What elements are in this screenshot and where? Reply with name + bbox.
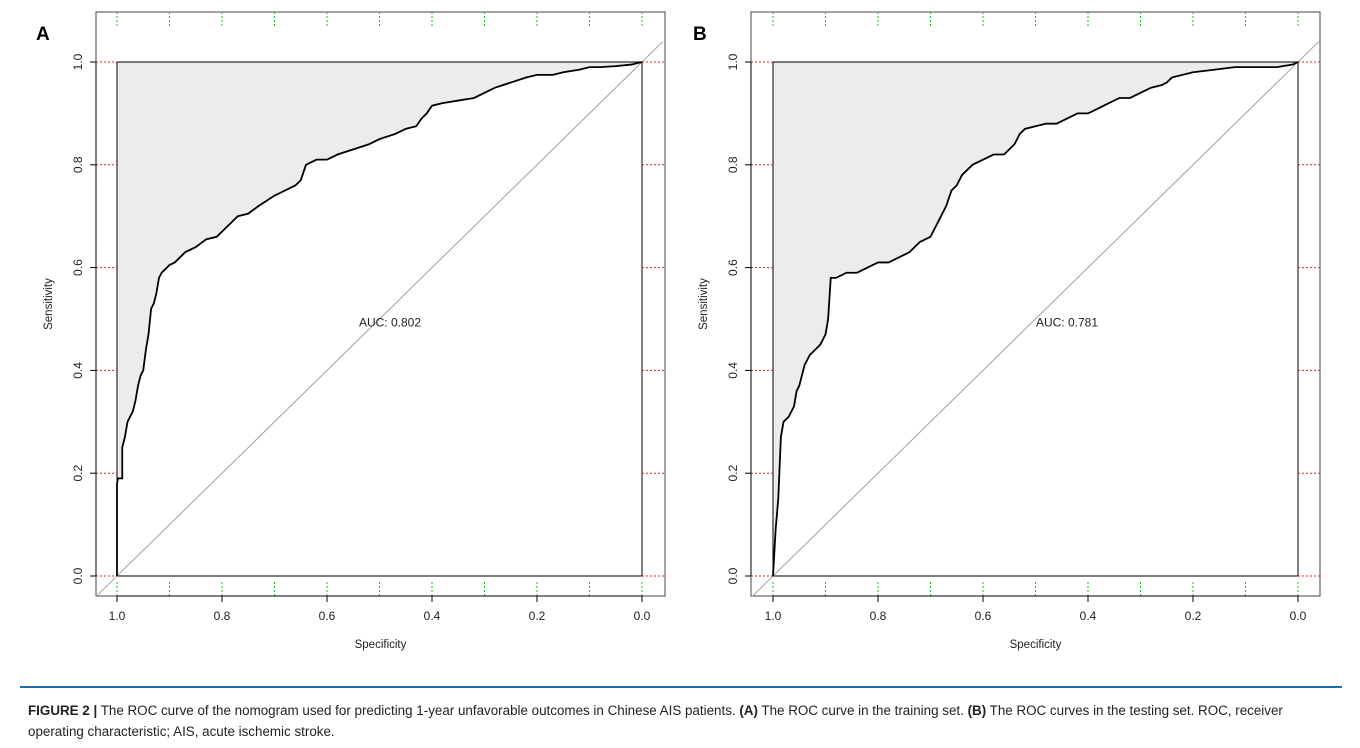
panel-a-x-axis-title: Specificity xyxy=(355,639,407,651)
panel-b-y-tick-label-5: 1.0 xyxy=(726,53,740,70)
panel-b-x-tick-label-4: 0.2 xyxy=(1185,609,1202,623)
caption-box: FIGURE 2 | The ROC curve of the nomogram… xyxy=(20,686,1342,748)
panel-a-y-tick-label-4: 0.8 xyxy=(71,156,85,173)
panel-a: A 1.0 0.8 0.6 0.4 0.2 0.0 0.0 0.2 0.4 0.6 0.8 1.0 Sp… xyxy=(36,11,666,651)
figure-caption: FIGURE 2 | The ROC curve of the nomogram… xyxy=(28,700,1328,742)
panel-a-x-tick-label-2: 0.6 xyxy=(319,609,336,623)
panel-b: B 1.0 0.8 0.6 0.4 0.2 0.0 0.0 0.2 0.4 0.6 0.8 1.0 Sp… xyxy=(693,11,1321,651)
panel-label-a: A xyxy=(36,24,50,45)
panel-b-y-tick-label-3: 0.6 xyxy=(726,259,740,276)
panel-b-x-tick-label-5: 0.0 xyxy=(1290,609,1307,623)
panel-b-chance-diagonal xyxy=(751,41,1320,597)
panel-b-auc-label: AUC: 0.781 xyxy=(1036,316,1098,330)
panel-b-y-tick-label-2: 0.4 xyxy=(726,362,740,379)
panel-a-plot-box xyxy=(116,61,643,577)
panel-a-x-tick-label-4: 0.2 xyxy=(529,609,546,623)
panel-b-plot-box xyxy=(772,61,1299,577)
caption-label: FIGURE 2 | xyxy=(28,703,98,718)
caption-ref-b: (B) xyxy=(967,703,987,718)
panel-b-y-tick-label-0: 0.0 xyxy=(726,567,740,584)
figure-svg: A 1.0 0.8 0.6 0.4 0.2 0.0 0.0 0.2 0.4 0.6 0.8 1.0 Sp… xyxy=(36,11,1321,651)
panel-a-x-tick-label-5: 0.0 xyxy=(634,609,651,623)
panel-b-y-axis-title: Sensitivity xyxy=(698,278,710,330)
panel-a-y-tick-label-1: 0.2 xyxy=(71,465,85,482)
panel-b-x-axis-title: Specificity xyxy=(1010,639,1062,651)
panel-b-x-tick-label-1: 0.8 xyxy=(870,609,887,623)
panel-a-auc-label: AUC: 0.802 xyxy=(359,316,421,330)
panel-a-chance-diagonal xyxy=(95,41,664,597)
panel-b-auc-shade xyxy=(773,62,1298,576)
panel-b-x-tick-label-3: 0.4 xyxy=(1080,609,1097,623)
panel-a-x-tick-label-3: 0.4 xyxy=(424,609,441,623)
panel-b-x-tick-label-2: 0.6 xyxy=(975,609,992,623)
panel-b-y-tick-label-4: 0.8 xyxy=(726,156,740,173)
panel-a-roc-curve xyxy=(116,61,643,576)
panel-a-auc-shade xyxy=(117,62,642,576)
panel-a-y-tick-label-5: 1.0 xyxy=(71,53,85,70)
panel-a-y-tick-label-3: 0.6 xyxy=(71,259,85,276)
panel-a-x-tick-label-0: 1.0 xyxy=(109,609,126,623)
panel-b-roc-curve xyxy=(772,61,1299,577)
panel-a-x-tick-label-1: 0.8 xyxy=(214,609,231,623)
caption-text-3: The ROC curves in the testing set. ROC, … xyxy=(28,703,1283,739)
panel-b-x-tick-label-0: 1.0 xyxy=(765,609,782,623)
panel-a-y-tick-label-0: 0.0 xyxy=(71,567,85,584)
caption-text-2: The ROC curve in the training set. xyxy=(757,703,968,718)
caption-text-1: The ROC curve of the nomogram used for p… xyxy=(97,703,740,718)
panel-b-y-tick-label-1: 0.2 xyxy=(726,465,740,482)
caption-ref-a: (A) xyxy=(739,703,758,718)
panel-a-y-tick-label-2: 0.4 xyxy=(71,362,85,379)
panel-a-y-axis-title: Sensitivity xyxy=(43,278,55,330)
panel-label-b: B xyxy=(693,24,707,45)
